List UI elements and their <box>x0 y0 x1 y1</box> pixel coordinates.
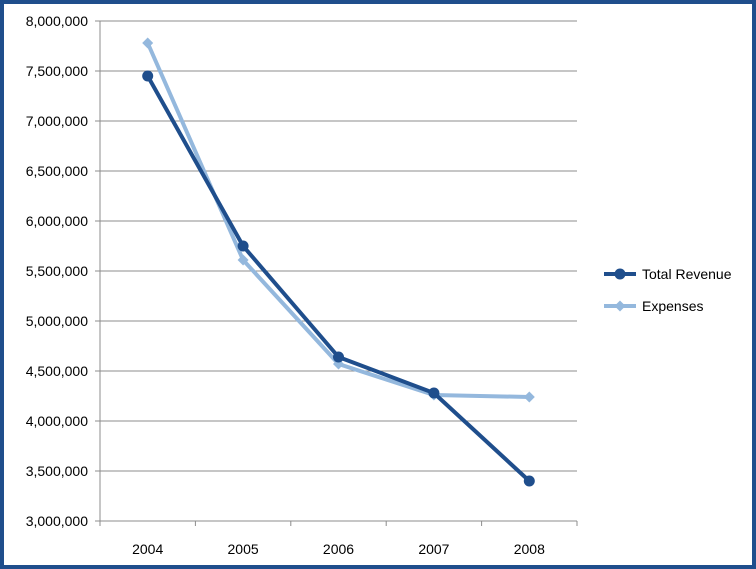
y-tick-label: 3,000,000 <box>26 513 88 529</box>
y-tick-label: 6,000,000 <box>26 213 88 229</box>
data-point <box>142 70 154 82</box>
y-tick-label: 8,000,000 <box>26 13 88 29</box>
y-tick-label: 5,000,000 <box>26 313 88 329</box>
y-tick-label: 4,000,000 <box>26 413 88 429</box>
x-tick-label: 2005 <box>228 541 259 557</box>
data-point <box>142 37 154 49</box>
x-tick-label: 2004 <box>132 541 163 557</box>
data-point <box>523 391 535 403</box>
y-tick-label: 4,500,000 <box>26 363 88 379</box>
y-tick-label: 7,500,000 <box>26 63 88 79</box>
legend-marker <box>614 268 626 280</box>
legend-marker <box>614 300 626 312</box>
y-axis-ticks: 3,000,000 3,500,000 4,000,000 4,500,000 5,00… <box>26 13 100 529</box>
series-line-total-revenue <box>145 74 532 483</box>
data-point <box>237 254 249 266</box>
gridlines <box>100 20 577 472</box>
x-tick-label: 2007 <box>418 541 449 557</box>
x-tick-label: 2006 <box>323 541 354 557</box>
y-tick-label: 5,500,000 <box>26 263 88 279</box>
chart-frame: 3,000,000 3,500,000 4,000,000 4,500,000 5,00… <box>4 4 752 565</box>
x-tick-label: 2008 <box>514 541 545 557</box>
data-point <box>523 475 535 487</box>
data-point <box>333 351 344 363</box>
data-point <box>428 387 440 399</box>
legend: Total Revenue Expenses <box>604 266 732 314</box>
y-tick-label: 3,500,000 <box>26 463 88 479</box>
legend-label: Expenses <box>642 298 703 314</box>
series-lines <box>142 37 535 487</box>
data-point <box>237 240 249 252</box>
y-tick-label: 7,000,000 <box>26 113 88 129</box>
legend-label: Total Revenue <box>642 266 732 282</box>
line-chart: 3,000,000 3,500,000 4,000,000 4,500,000 5,00… <box>26 13 732 557</box>
series-line-expenses <box>145 41 532 399</box>
x-axis-ticks: 2004 2005 2006 2007 2008 <box>99 521 578 557</box>
y-tick-label: 6,500,000 <box>26 163 88 179</box>
